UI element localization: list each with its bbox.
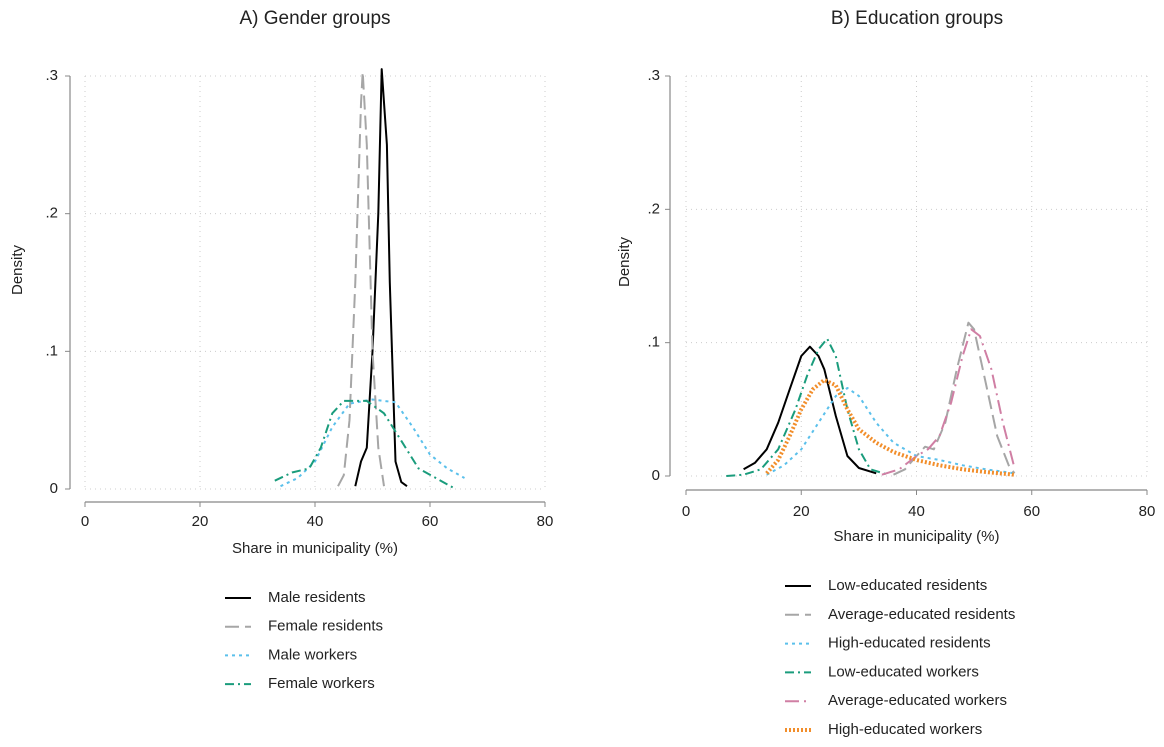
density-line (337, 70, 385, 487)
chart-title: A) Gender groups (239, 8, 390, 29)
legend-label: Female residents (268, 618, 383, 635)
y-tick-label: 0 (652, 467, 660, 484)
x-axis-label: Share in municipality (%) (232, 540, 398, 557)
legend-label: High-educated workers (828, 721, 982, 738)
legend-label: Female workers (268, 675, 375, 692)
y-axis-label: Density (9, 244, 26, 295)
density-line (354, 68, 408, 488)
chart-title: B) Education groups (831, 8, 1003, 29)
density-line (765, 378, 1015, 477)
legend-label: Male residents (268, 589, 366, 606)
x-tick-label: 80 (1139, 503, 1156, 520)
y-tick-label: 0 (50, 480, 58, 497)
y-tick-label: .1 (647, 334, 660, 351)
density-line (726, 337, 888, 477)
legend-label: Low-educated residents (828, 577, 987, 594)
density-line (893, 321, 1016, 476)
y-tick-label: .2 (45, 205, 58, 222)
legend-label: Average-educated residents (828, 606, 1015, 623)
x-tick-label: 20 (192, 513, 209, 530)
y-axis-label: Density (616, 236, 633, 287)
legend-label: High-educated residents (828, 635, 991, 652)
x-tick-label: 40 (908, 503, 925, 520)
x-tick-label: 40 (307, 513, 324, 530)
x-tick-label: 0 (682, 503, 690, 520)
y-tick-label: .3 (647, 67, 660, 84)
x-tick-label: 60 (1023, 503, 1040, 520)
density-line (881, 328, 1016, 476)
legend-label: Average-educated workers (828, 692, 1007, 709)
x-tick-label: 60 (422, 513, 439, 530)
y-tick-label: .2 (647, 200, 660, 217)
y-tick-label: .1 (45, 342, 58, 359)
density-line (274, 399, 454, 489)
x-tick-label: 80 (537, 513, 554, 530)
x-tick-label: 20 (793, 503, 810, 520)
legend-label: Male workers (268, 646, 357, 663)
legend-label: Low-educated workers (828, 663, 979, 680)
density-line (280, 398, 465, 488)
x-axis-label: Share in municipality (%) (834, 528, 1000, 545)
y-tick-label: .3 (45, 67, 58, 84)
x-tick-label: 0 (81, 513, 89, 530)
density-line (743, 345, 877, 475)
